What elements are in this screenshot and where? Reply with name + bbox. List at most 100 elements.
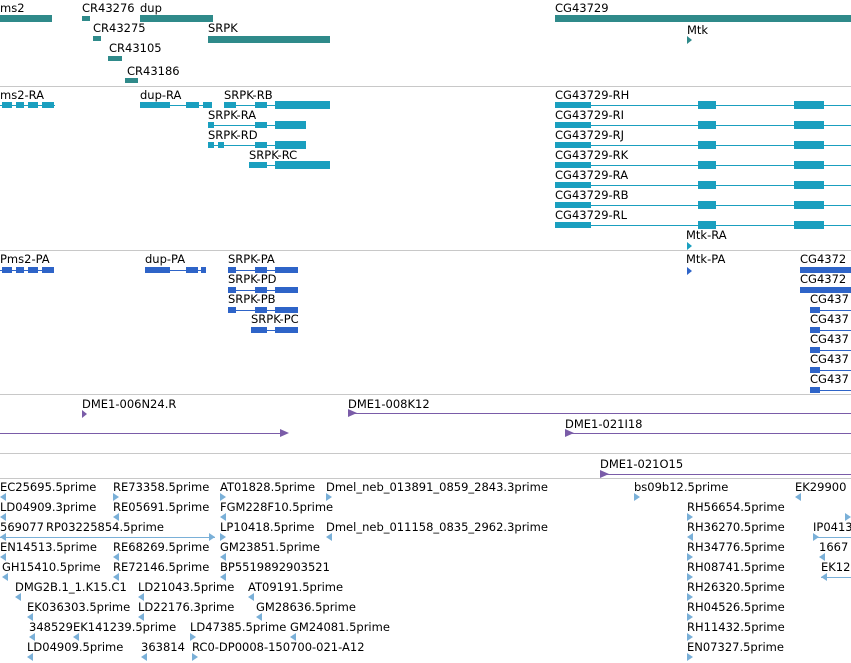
- gene-label: CR43276: [82, 1, 135, 15]
- transcript-label: SRPK-RC: [249, 148, 298, 162]
- est-label[interactable]: DMG2B.1_1.K15.C1: [15, 580, 127, 594]
- clone-label: DME1-021O15: [600, 457, 684, 471]
- protein-label: CG437: [810, 332, 849, 346]
- est-label[interactable]: RP03225854.5prime: [46, 520, 164, 534]
- est-label[interactable]: GM28636.5prime: [256, 600, 356, 614]
- transcript-label: SRPK-RA: [208, 108, 257, 122]
- protein-label: SRPK-PA: [228, 252, 275, 266]
- est-arrow-icon: [209, 533, 215, 541]
- est-label[interactable]: RE73358.5prime: [113, 480, 210, 494]
- est-label[interactable]: RE68269.5prime: [113, 540, 210, 554]
- est-label[interactable]: RC0-DP0008-150700-021-A12: [192, 640, 365, 654]
- est-arrow-icon: [113, 553, 119, 561]
- est-label[interactable]: GM23851.5prime: [220, 540, 320, 554]
- clone-track: DME1-006N24.R DME1-008K12 DME1-021I18 DM…: [0, 398, 851, 478]
- est-label[interactable]: RH26320.5prime: [687, 580, 785, 594]
- exon: [275, 327, 298, 333]
- est-label[interactable]: EN14513.5prime: [0, 540, 97, 554]
- est-arrow-icon: [256, 613, 262, 621]
- exon: [794, 221, 824, 229]
- exon: [228, 267, 236, 273]
- exon: [203, 102, 212, 108]
- est-label[interactable]: LP10418.5prime: [220, 520, 315, 534]
- est-arrow-icon: [220, 553, 226, 561]
- exon: [794, 101, 824, 109]
- exon: [228, 287, 236, 293]
- est-label[interactable]: IP0413: [813, 520, 851, 534]
- est-arrow-icon: [687, 573, 693, 581]
- est-label[interactable]: RH36270.5prime: [687, 520, 785, 534]
- est-label[interactable]: LD04909.3prime: [0, 500, 97, 514]
- protein-label: CG4372: [800, 252, 847, 266]
- intron-line: [251, 330, 298, 331]
- est-label[interactable]: AT09191.5prime: [248, 580, 344, 594]
- est-label[interactable]: FGM228F10.5prime: [220, 500, 334, 514]
- est-arrow-icon: [113, 493, 119, 501]
- est-label[interactable]: 569077: [0, 520, 44, 534]
- exon: [555, 182, 591, 188]
- exon: [255, 267, 267, 273]
- exon: [2, 267, 12, 273]
- est-label[interactable]: 348529: [29, 620, 73, 634]
- est-arrow-icon: [15, 593, 21, 601]
- exon: [698, 121, 716, 129]
- est-label[interactable]: RH34776.5prime: [687, 540, 785, 554]
- strand-arrow-icon: [687, 36, 692, 44]
- est-arrow-icon: [845, 513, 851, 521]
- est-label[interactable]: GH15410.5prime: [2, 560, 101, 574]
- est-label[interactable]: LD22176.3prime: [138, 600, 235, 614]
- exon: [800, 287, 851, 293]
- intron-line: [810, 390, 851, 391]
- est-label[interactable]: EK29900: [795, 480, 847, 494]
- est-label[interactable]: GM24081.5prime: [290, 620, 390, 634]
- est-label[interactable]: EK036303.5prime: [27, 600, 131, 614]
- est-label[interactable]: RE72146.5prime: [113, 560, 210, 574]
- exon: [140, 102, 170, 108]
- est-arrow-icon: [27, 653, 33, 661]
- est-arrow-icon: [220, 573, 226, 581]
- gene-label: CR43275: [93, 21, 146, 35]
- est-label[interactable]: EC25695.5prime: [0, 480, 97, 494]
- exon: [698, 221, 716, 229]
- est-arrow-icon: [634, 493, 640, 501]
- gene-label: CR43186: [127, 64, 180, 78]
- exon: [698, 201, 716, 209]
- transcript-label: ms2-RA: [0, 88, 45, 102]
- est-label[interactable]: AT01828.5prime: [220, 480, 316, 494]
- est-label[interactable]: RH08741.5prime: [687, 560, 785, 574]
- est-arrow-icon: [821, 573, 827, 581]
- est-arrow-icon: [687, 553, 693, 561]
- exon: [16, 102, 24, 108]
- exon: [186, 102, 199, 108]
- transcript-label: CG43729-RK: [555, 148, 629, 162]
- est-label[interactable]: Dmel_neb_011158_0835_2962.3prime: [326, 520, 548, 534]
- est-label[interactable]: RE05691.5prime: [113, 500, 210, 514]
- est-label[interactable]: EN07327.5prime: [687, 640, 784, 654]
- est-label[interactable]: EK12: [821, 560, 851, 574]
- exon: [224, 102, 236, 108]
- est-label[interactable]: 1667: [819, 540, 849, 554]
- est-arrow-icon: [795, 493, 801, 501]
- est-label[interactable]: RH04526.5prime: [687, 600, 785, 614]
- est-arrow-icon: [220, 513, 226, 521]
- est-label[interactable]: bs09b12.5prime: [634, 480, 729, 494]
- est-label[interactable]: LD21043.5prime: [138, 580, 235, 594]
- exon: [42, 102, 54, 108]
- exon: [794, 121, 824, 129]
- est-label[interactable]: RH11432.5prime: [687, 620, 785, 634]
- est-label[interactable]: Dmel_neb_013891_0859_2843.3prime: [326, 480, 548, 494]
- est-label[interactable]: LD47385.5prime: [190, 620, 287, 634]
- est-label[interactable]: LD04909.5prime: [27, 640, 124, 654]
- est-label[interactable]: EK141239.5prime: [73, 620, 177, 634]
- clone-label: DME1-021I18: [565, 417, 643, 431]
- est-label[interactable]: RH56654.5prime: [687, 500, 785, 514]
- exon: [275, 161, 330, 169]
- exon: [208, 142, 214, 148]
- est-label[interactable]: BP5519892903521: [220, 560, 330, 574]
- strand-arrow-icon: [687, 242, 692, 250]
- exon: [2, 102, 12, 108]
- est-arrow-icon: [326, 533, 332, 541]
- est-label[interactable]: 363814: [141, 640, 185, 654]
- est-arrow-icon: [0, 553, 6, 561]
